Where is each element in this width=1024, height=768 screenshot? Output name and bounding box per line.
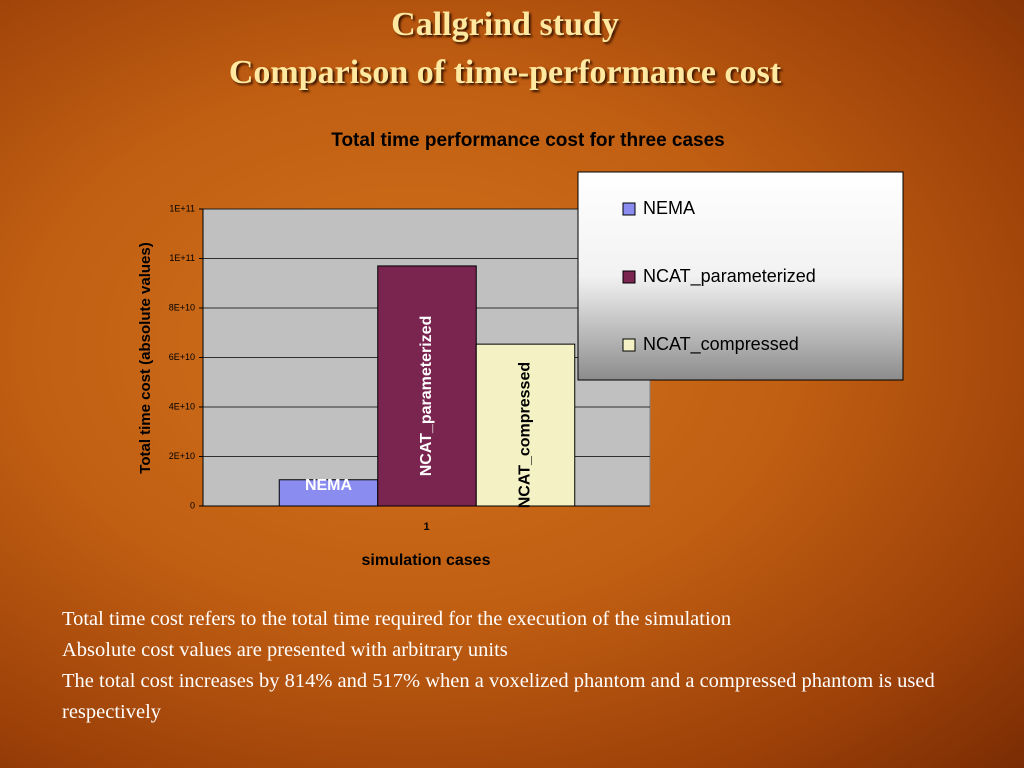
data-label: NCAT_parameterized [418,316,435,477]
x-tick-label: 1 [423,521,429,533]
chart: Total time performance cost for three ca… [137,130,904,569]
slide-subtitle: Comparison of time-performance cost [228,54,782,91]
note: The total cost increases by 814% and 517… [62,670,935,723]
note: Absolute cost values are presented with … [62,639,508,661]
bar [475,343,576,507]
legend-swatch [622,338,636,352]
legend-label: NCAT_compressed [643,334,799,355]
legend-swatch [622,270,636,284]
y-tick-label: 4E+10 [169,401,195,411]
y-tick-label: 1E+11 [169,203,195,213]
data-label: NEMA [305,477,353,494]
note: Total time cost refers to the total time… [62,608,732,630]
y-axis-label: Total time cost (absolute values) [137,242,154,473]
slide-title: Callgrind study [391,6,619,43]
legend-label: NCAT_parameterized [643,266,816,287]
y-tick-label: 6E+10 [169,352,195,362]
legend-label: NEMA [643,198,695,218]
notes: Total time cost refers to the total time… [62,604,962,728]
y-tick-label: 0 [190,500,195,510]
data-label: NCAT_compressed [517,362,534,508]
y-tick-label: 2E+10 [169,451,195,461]
bar [278,479,379,507]
y-tick-label: 8E+10 [169,302,195,312]
bar [377,265,477,507]
y-tick-label: 1E+11 [169,253,195,263]
x-axis-label: simulation cases [362,552,491,569]
legend-swatch [622,202,636,216]
chart-title: Total time performance cost for three ca… [331,130,725,151]
